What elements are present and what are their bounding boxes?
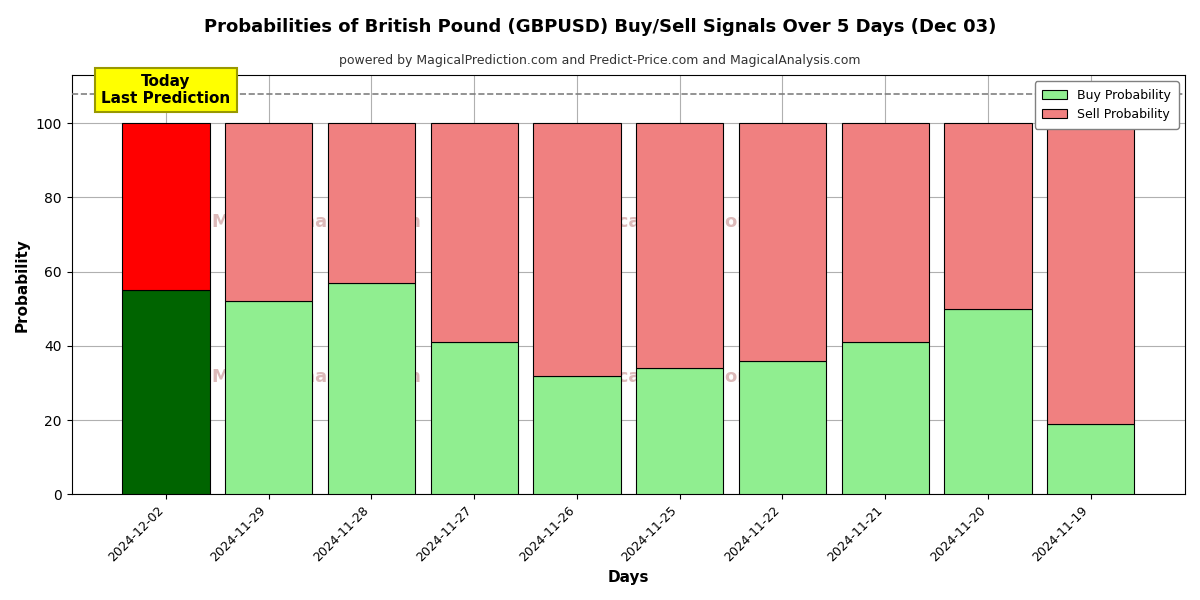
Bar <box>739 361 826 494</box>
Text: MagicalPrediction.com: MagicalPrediction.com <box>569 213 799 231</box>
Bar <box>841 342 929 494</box>
Bar <box>841 123 929 342</box>
Bar <box>431 123 518 342</box>
Text: MagicalAnalysis.com: MagicalAnalysis.com <box>211 368 421 386</box>
Bar <box>533 376 620 494</box>
Legend: Buy Probability, Sell Probability: Buy Probability, Sell Probability <box>1034 81 1178 128</box>
Bar <box>1048 123 1134 424</box>
Bar <box>636 123 724 368</box>
Bar <box>122 123 210 290</box>
Bar <box>226 123 312 301</box>
Bar <box>636 368 724 494</box>
Bar <box>122 290 210 494</box>
Text: Today
Last Prediction: Today Last Prediction <box>101 74 230 106</box>
Bar <box>944 309 1032 494</box>
Y-axis label: Probability: Probability <box>16 238 30 332</box>
Bar <box>944 123 1032 309</box>
X-axis label: Days: Days <box>607 570 649 585</box>
Bar <box>431 342 518 494</box>
Text: Probabilities of British Pound (GBPUSD) Buy/Sell Signals Over 5 Days (Dec 03): Probabilities of British Pound (GBPUSD) … <box>204 18 996 36</box>
Bar <box>226 301 312 494</box>
Bar <box>328 283 415 494</box>
Text: MagicalAnalysis.com: MagicalAnalysis.com <box>211 213 421 231</box>
Bar <box>739 123 826 361</box>
Bar <box>1048 424 1134 494</box>
Bar <box>533 123 620 376</box>
Text: MagicalPrediction.com: MagicalPrediction.com <box>569 368 799 386</box>
Text: powered by MagicalPrediction.com and Predict-Price.com and MagicalAnalysis.com: powered by MagicalPrediction.com and Pre… <box>340 54 860 67</box>
Bar <box>328 123 415 283</box>
